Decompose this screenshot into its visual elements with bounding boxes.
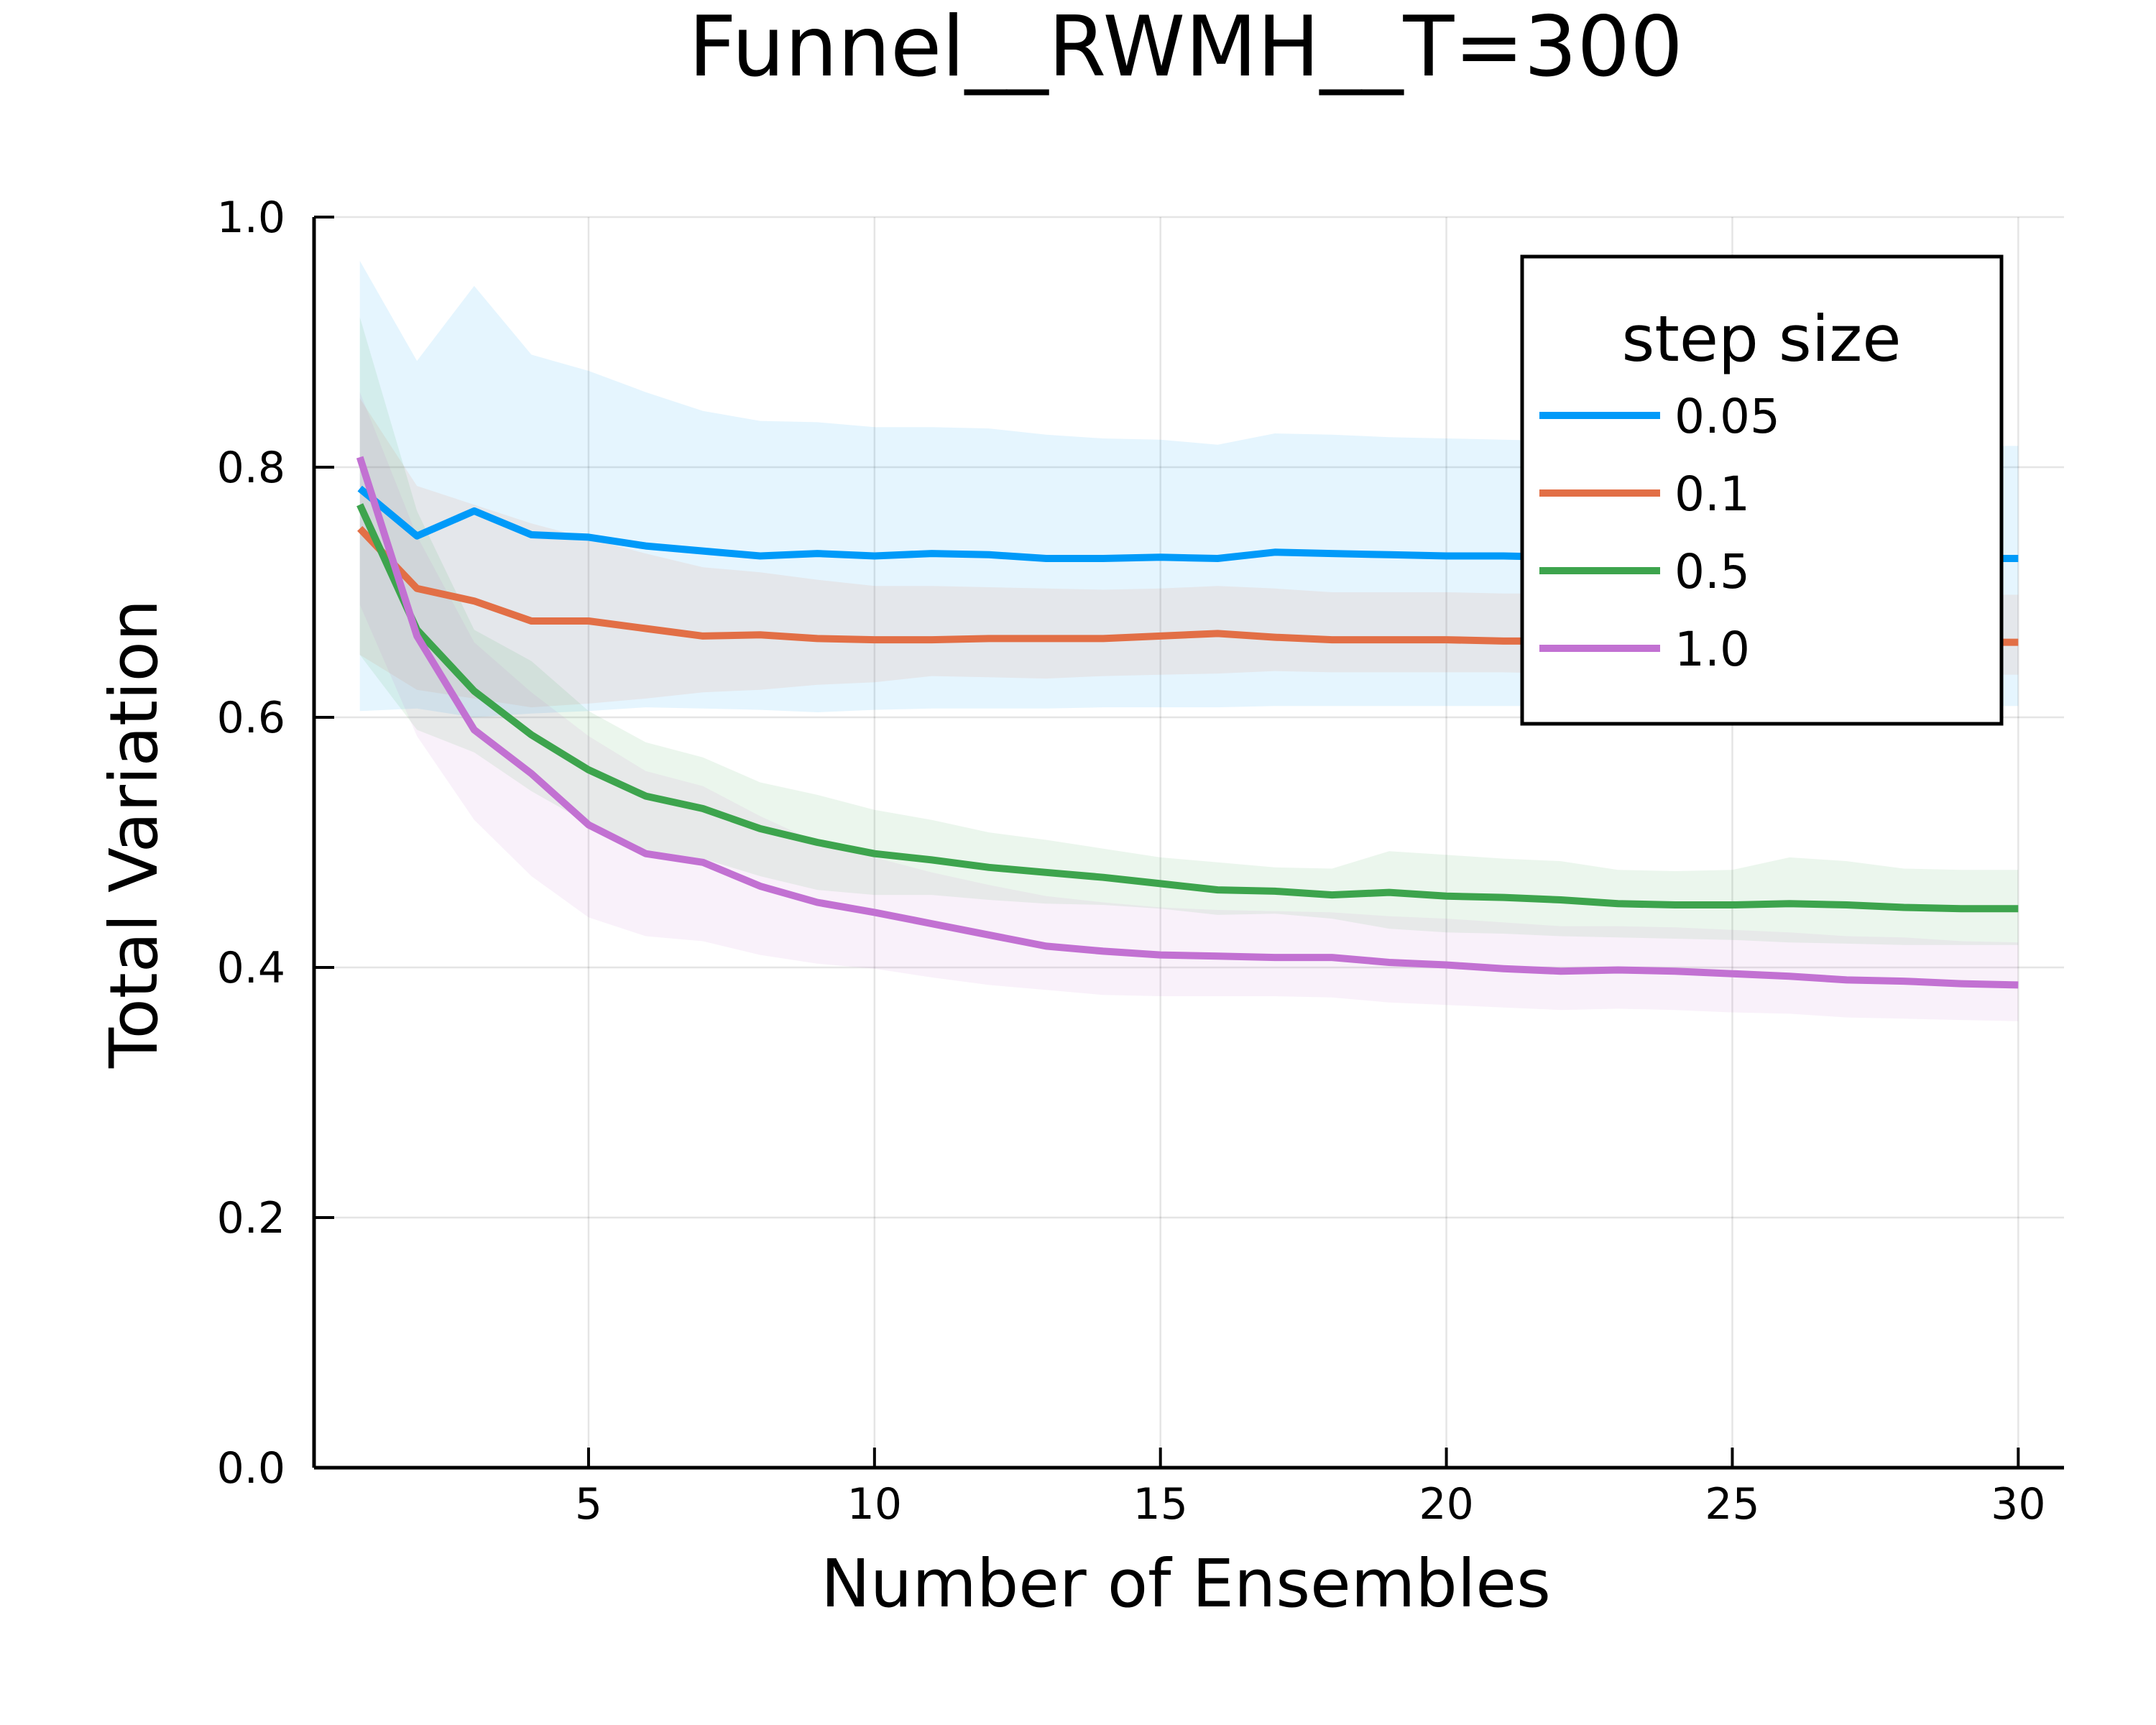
y-tick-label: 0.0	[217, 1443, 285, 1494]
legend-label-3: 0.5	[1674, 544, 1750, 599]
x-tick-label: 25	[1705, 1479, 1759, 1530]
series-line-3	[356, 503, 2019, 913]
y-tick-label: 0.8	[217, 443, 285, 493]
legend-label-4: 1.0	[1674, 622, 1750, 677]
x-tick-label: 15	[1133, 1479, 1188, 1530]
legend-title: step size	[1622, 302, 1902, 376]
legend: step size 0.05 0.1 0.5 1.0	[1520, 254, 2004, 726]
y-tick-label: 0.2	[217, 1193, 285, 1243]
y-tick-label: 1.0	[217, 193, 285, 243]
legend-label-1: 0.05	[1674, 389, 1780, 444]
x-tick-label: 20	[1419, 1479, 1473, 1530]
chart-title: Funnel__RWMH__T=300	[688, 0, 1683, 96]
y-tick-label: 0.6	[217, 693, 285, 743]
x-tick-label: 10	[847, 1479, 902, 1530]
x-tick-label: 30	[1991, 1479, 2045, 1530]
confidence-band-4	[359, 392, 2019, 1021]
legend-items: 0.05 0.1 0.5 1.0	[1539, 389, 1780, 677]
y-axis-label: Total Variation	[96, 599, 172, 1069]
x-tick-label: 5	[575, 1479, 602, 1530]
y-tick-label: 0.4	[217, 943, 285, 993]
confidence-band-3	[359, 317, 2019, 945]
tick-labels: 5 10 15 20 25 30 0.0 0.2 0.4 0.6 0.8 1.0	[217, 193, 2046, 1530]
legend-label-2: 0.1	[1674, 466, 1750, 522]
axes	[312, 216, 2064, 1470]
series-line-4	[356, 456, 2019, 989]
x-axis-label: Number of Ensembles	[821, 1545, 1551, 1622]
